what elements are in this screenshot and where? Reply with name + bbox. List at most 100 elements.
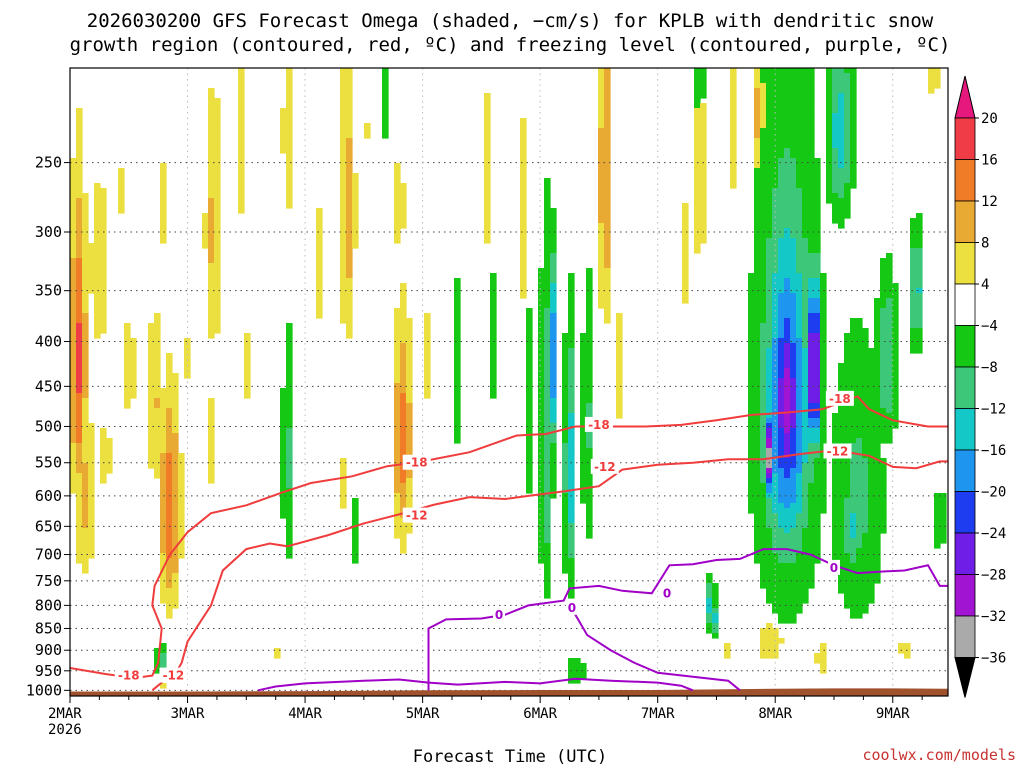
omega-cell: [808, 578, 815, 584]
omega-cell: [838, 488, 845, 494]
omega-cell: [916, 268, 923, 274]
omega-cell: [796, 493, 803, 499]
omega-cell: [754, 168, 761, 174]
omega-cell: [604, 228, 611, 234]
omega-cell: [790, 413, 797, 419]
omega-cell: [772, 228, 779, 234]
omega-cell: [880, 498, 887, 504]
omega-cell: [76, 513, 83, 519]
omega-cell: [340, 258, 347, 264]
omega-cell: [808, 283, 815, 289]
omega-cell: [904, 648, 911, 654]
omega-cell: [856, 353, 863, 359]
omega-cell: [526, 438, 533, 444]
omega-cell: [280, 478, 287, 484]
omega-cell: [874, 458, 881, 464]
omega-cell: [700, 203, 707, 209]
omega-cell: [862, 343, 869, 349]
omega-cell: [766, 158, 773, 164]
omega-cell: [172, 408, 179, 414]
omega-cell: [406, 368, 413, 374]
omega-cell: [820, 298, 827, 304]
omega-cell: [538, 293, 545, 299]
omega-cell: [886, 393, 893, 399]
omega-cell: [874, 418, 881, 424]
omega-cell: [598, 258, 605, 264]
omega-cell: [124, 333, 131, 339]
omega-cell: [844, 553, 851, 559]
omega-cell: [760, 398, 767, 404]
omega-cell: [544, 448, 551, 454]
omega-cell: [802, 238, 809, 244]
omega-cell: [166, 523, 173, 529]
omega-cell: [148, 423, 155, 429]
omega-cell: [178, 473, 185, 479]
omega-cell: [844, 433, 851, 439]
omega-cell: [856, 393, 863, 399]
omega-cell: [286, 368, 293, 374]
omega-cell: [586, 533, 593, 539]
omega-cell: [208, 153, 215, 159]
omega-cell: [808, 253, 815, 259]
omega-cell: [208, 193, 215, 199]
omega-cell: [706, 598, 713, 604]
omega-cell: [562, 508, 569, 514]
omega-cell: [88, 548, 95, 554]
omega-cell: [544, 493, 551, 499]
omega-cell: [856, 573, 863, 579]
omega-cell: [88, 243, 95, 249]
omega-cell: [838, 568, 845, 574]
contour-label-bg: [825, 390, 854, 406]
omega-cell: [778, 288, 785, 294]
omega-cell: [70, 273, 77, 279]
omega-cell: [850, 358, 857, 364]
omega-cell: [802, 98, 809, 104]
omega-cell: [82, 508, 89, 514]
omega-cell: [760, 423, 767, 429]
omega-cell: [814, 263, 821, 269]
omega-cell: [778, 603, 785, 609]
omega-cell: [382, 73, 389, 79]
omega-cell: [844, 583, 851, 589]
omega-cell: [700, 193, 707, 199]
omega-cell: [574, 658, 581, 664]
omega-cell: [754, 478, 761, 484]
omega-cell: [82, 428, 89, 434]
omega-cell: [772, 373, 779, 379]
omega-cell: [916, 323, 923, 329]
omega-cell: [850, 83, 857, 89]
omega-cell: [106, 438, 113, 444]
omega-cell: [82, 258, 89, 264]
omega-cell: [526, 458, 533, 464]
omega-cell: [832, 513, 839, 519]
omega-cell: [238, 178, 245, 184]
omega-cell: [820, 343, 827, 349]
omega-cell: [778, 118, 785, 124]
omega-cell: [544, 328, 551, 334]
omega-cell: [796, 208, 803, 214]
omega-cell: [916, 233, 923, 239]
omega-cell: [400, 488, 407, 494]
omega-cell: [814, 493, 821, 499]
omega-cell: [892, 343, 899, 349]
omega-cell: [820, 283, 827, 289]
omega-cell: [868, 463, 875, 469]
omega-cell: [766, 283, 773, 289]
omega-cell: [712, 628, 719, 634]
omega-cell: [790, 323, 797, 329]
omega-cell: [832, 508, 839, 514]
omega-cell: [796, 468, 803, 474]
credit-link[interactable]: coolwx.com/models: [862, 746, 1016, 764]
omega-cell: [844, 163, 851, 169]
omega-cell: [82, 308, 89, 314]
omega-cell: [568, 508, 575, 514]
omega-cell: [700, 103, 707, 109]
omega-cell: [694, 248, 701, 254]
omega-cell: [754, 353, 761, 359]
omega-cell: [754, 493, 761, 499]
omega-cell: [754, 288, 761, 294]
omega-cell: [778, 493, 785, 499]
omega-cell: [208, 453, 215, 459]
omega-cell: [160, 653, 167, 659]
omega-cell: [82, 218, 89, 224]
